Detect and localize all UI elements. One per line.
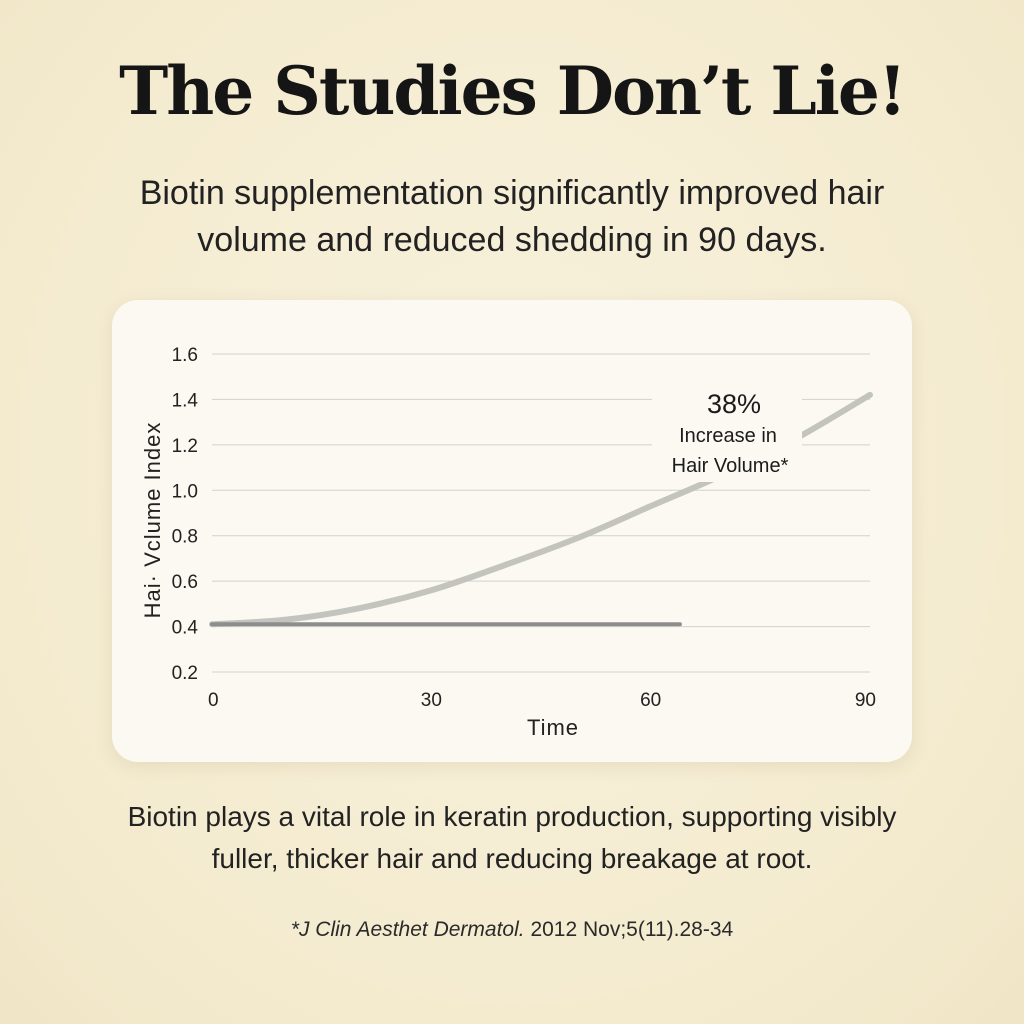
x-axis-label: Time <box>527 715 579 740</box>
chart-card: 1.6 1.4 1.2 1.0 0.8 0.6 0.4 0.2 0 30 60 90 38% Inc… <box>112 300 912 762</box>
annotation-line-1: Increase in <box>679 425 777 447</box>
annotation-percent: 38% <box>707 389 761 419</box>
x-tick-label: 90 <box>855 690 876 711</box>
chart-annotation: 38% Increase in Hair Volume* <box>652 382 802 482</box>
y-tick-label: 0.4 <box>172 618 199 639</box>
hair-volume-chart: 1.6 1.4 1.2 1.0 0.8 0.6 0.4 0.2 0 30 60 90 38% Inc… <box>140 345 876 740</box>
y-tick-label: 1.0 <box>172 481 198 502</box>
y-tick-labels: 1.6 1.4 1.2 1.0 0.8 0.6 0.4 0.2 <box>172 345 199 684</box>
annotation-background <box>652 382 802 482</box>
annotation-line-2: Hair Volume* <box>672 455 789 477</box>
y-tick-label: 1.2 <box>172 436 198 457</box>
y-axis-label: Hai· Vclume Index <box>140 422 165 619</box>
y-tick-label: 1.6 <box>172 345 198 366</box>
headline: The Studies Don’t Lie! <box>119 52 907 130</box>
subheadline: Biotin supplementation significantly imp… <box>139 174 885 259</box>
x-tick-label: 60 <box>640 690 661 711</box>
body-text: Biotin plays a vital role in keratin pro… <box>127 801 897 874</box>
y-tick-label: 0.6 <box>172 572 198 593</box>
y-tick-label: 0.2 <box>172 663 198 684</box>
footnote-journal: *J Clin Aesthet Dermatol. <box>290 918 525 941</box>
footnote-citation: 2012 Nov;5(11).28-34 <box>524 918 734 941</box>
x-tick-label: 0 <box>208 690 219 711</box>
x-tick-labels: 0 30 60 90 <box>208 690 876 711</box>
x-tick-label: 30 <box>421 690 442 711</box>
chart-gridlines <box>212 353 870 673</box>
y-tick-label: 0.8 <box>172 527 198 548</box>
y-tick-label: 1.4 <box>172 390 199 411</box>
footnote: *J Clin Aesthet Dermatol. 2012 Nov;5(11)… <box>0 918 1024 942</box>
